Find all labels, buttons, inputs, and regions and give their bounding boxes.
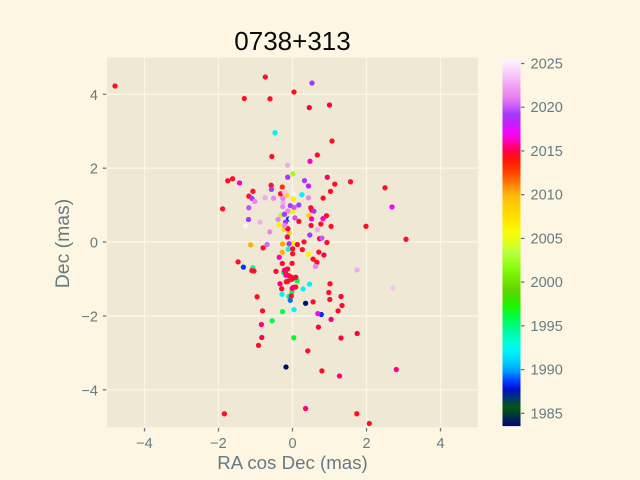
svg-text:−4: −4 (81, 383, 98, 399)
svg-text:4: 4 (90, 88, 98, 104)
svg-text:2015: 2015 (531, 144, 563, 160)
svg-text:RA cos Dec (mas): RA cos Dec (mas) (217, 452, 368, 473)
svg-text:0738+313: 0738+313 (234, 26, 350, 56)
svg-text:2025: 2025 (531, 57, 563, 73)
svg-text:0: 0 (288, 436, 296, 452)
svg-text:0: 0 (90, 236, 98, 252)
svg-text:−2: −2 (81, 310, 98, 326)
svg-text:−2: −2 (210, 436, 227, 452)
svg-text:−4: −4 (136, 436, 153, 452)
svg-text:2: 2 (90, 162, 98, 178)
svg-text:1985: 1985 (531, 406, 563, 422)
svg-text:Dec (mas): Dec (mas) (52, 199, 74, 288)
svg-text:2005: 2005 (531, 231, 563, 247)
svg-text:1995: 1995 (531, 319, 563, 335)
svg-text:2000: 2000 (531, 275, 563, 291)
svg-text:2020: 2020 (531, 100, 563, 116)
svg-text:1990: 1990 (531, 363, 563, 379)
svg-text:2: 2 (362, 436, 370, 452)
svg-text:4: 4 (436, 436, 444, 452)
svg-text:2010: 2010 (531, 188, 563, 204)
